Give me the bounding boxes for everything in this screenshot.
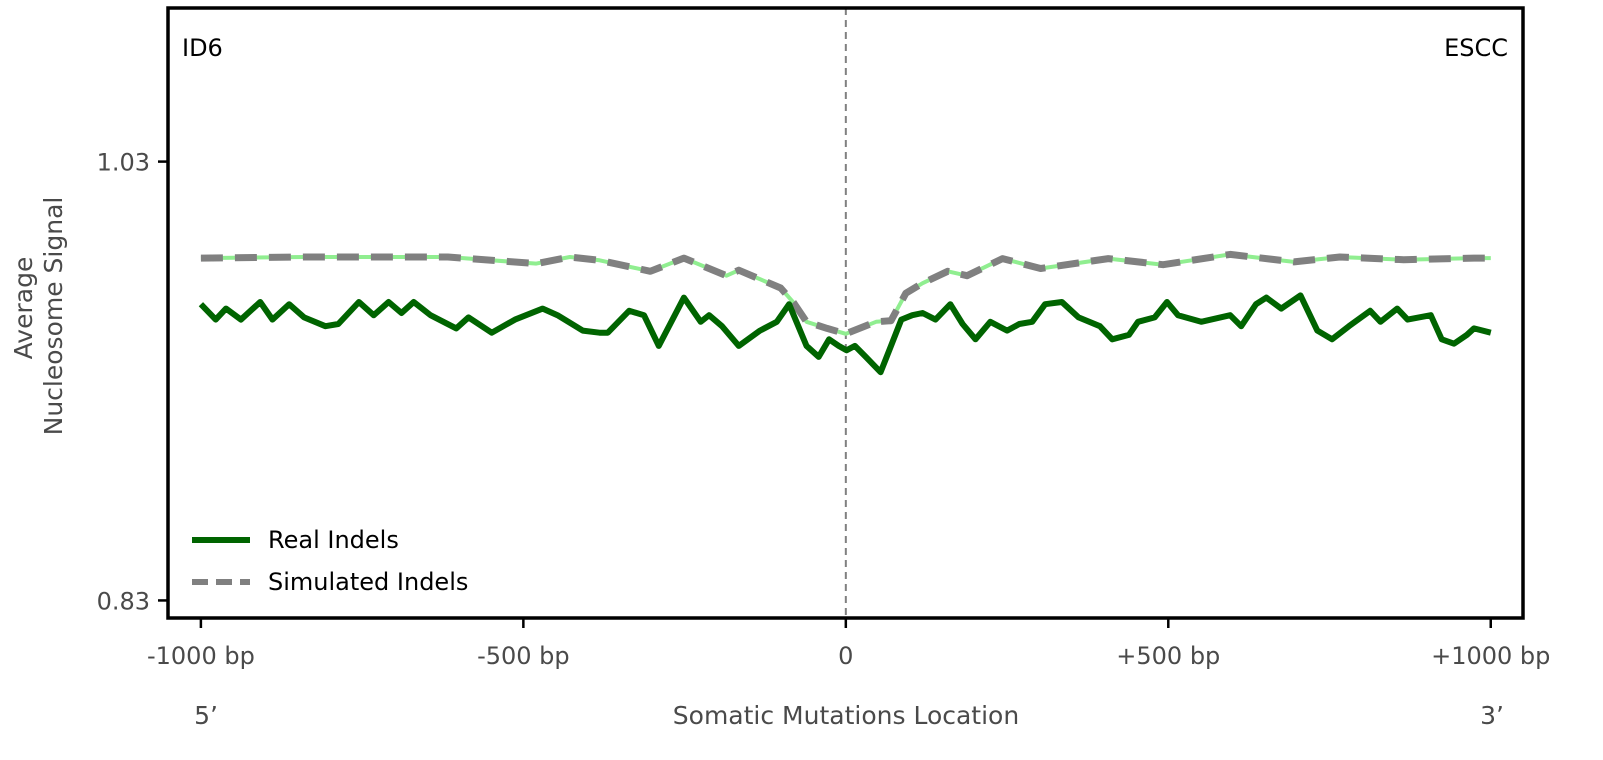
five-prime-label: 5’ — [194, 701, 218, 730]
real-indels-line — [198, 292, 1492, 376]
series-layer — [198, 250, 1492, 376]
simulated-indels-line — [200, 250, 1491, 338]
corner-label-signature: ID6 — [182, 34, 223, 62]
x-axis: -1000 bp -500 bp 0 +500 bp +1000 bp — [147, 618, 1550, 670]
x-tick-label: -500 bp — [477, 642, 570, 670]
legend-label-real: Real Indels — [268, 526, 399, 554]
y-tick-label: 0.83 — [97, 587, 150, 615]
x-tick-label: +1000 bp — [1431, 642, 1550, 670]
legend: Real Indels Simulated Indels — [192, 526, 468, 596]
y-tick-label: 1.03 — [97, 149, 150, 177]
three-prime-label: 3’ — [1480, 701, 1504, 730]
x-axis-label: Somatic Mutations Location — [673, 701, 1019, 730]
x-tick-label: -1000 bp — [147, 642, 255, 670]
y-axis-label-line1: Average — [9, 257, 38, 360]
corner-label-cancer-type: ESCC — [1444, 34, 1508, 62]
x-tick-label: +500 bp — [1116, 642, 1220, 670]
x-tick-label: 0 — [838, 642, 853, 670]
y-axis: 1.03 0.83 — [97, 149, 168, 615]
legend-label-simulated: Simulated Indels — [268, 568, 468, 596]
y-axis-label-line2: Nucleosome Signal — [39, 197, 68, 436]
